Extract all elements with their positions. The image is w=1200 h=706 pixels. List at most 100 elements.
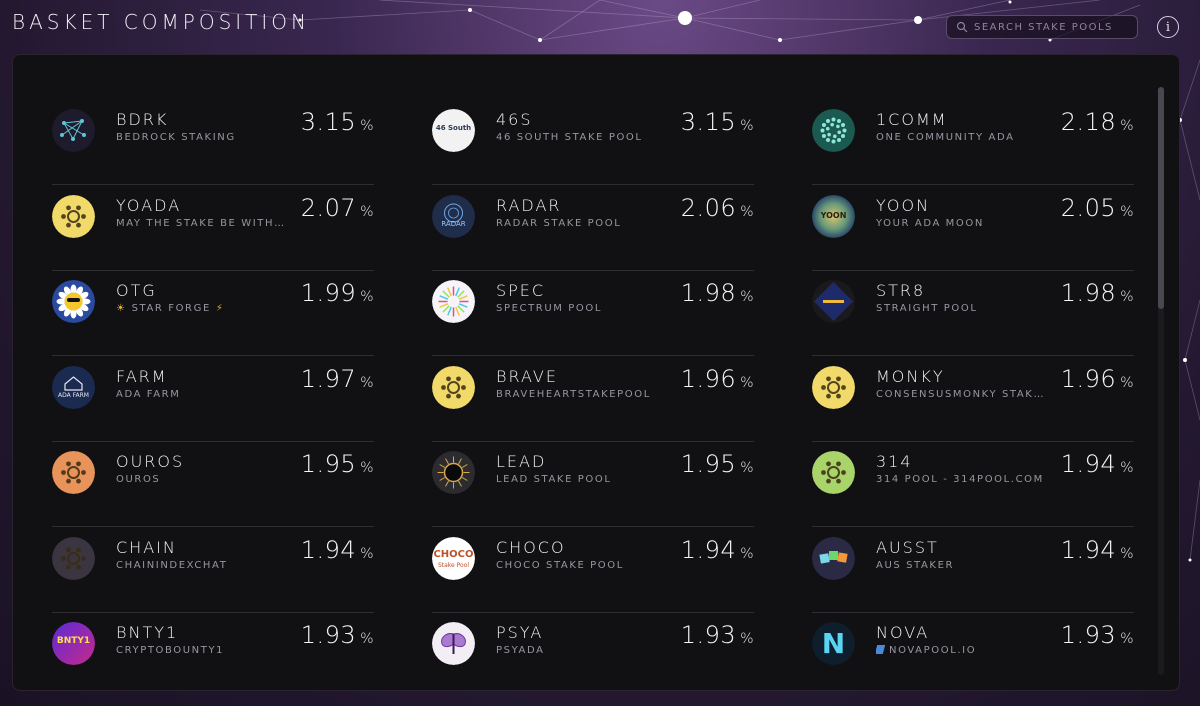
info-button[interactable]: i	[1157, 16, 1179, 38]
choco-logo-subtext: Stake Pool	[437, 561, 470, 569]
pool-card[interactable]: MONKY CONSENSUSMONKY STAKE... 1.96%	[812, 356, 1134, 442]
pool-card[interactable]: ADA FARM FARM ADA FARM 1.97%	[52, 356, 374, 442]
pool-card[interactable]: CHAIN CHAININDEXCHAT 1.94%	[52, 527, 374, 613]
pool-ticker: BRAVE	[496, 366, 558, 386]
row-divider	[432, 355, 754, 356]
percentage-unit: %	[1120, 118, 1134, 134]
cardano-default-icon	[812, 451, 855, 494]
pool-ticker: MONKY	[876, 366, 945, 386]
pool-card[interactable]: AUSST AUS STAKER 1.94%	[812, 527, 1134, 613]
pool-card[interactable]: 1COMM ONE COMMUNITY ADA 2.18%	[812, 99, 1134, 185]
nova-logo-text: N	[821, 627, 846, 660]
flower-logo	[52, 280, 95, 323]
pool-name-text: NOVAPOOL.IO	[889, 645, 977, 656]
pool-name: PSYADA	[496, 645, 545, 656]
row-divider	[812, 184, 1134, 185]
spectrum-logo	[432, 280, 475, 323]
basket-panel: BDRK BEDROCK STAKING 3.15% 46 South 46S 46 S…	[12, 54, 1180, 691]
percentage-unit: %	[740, 203, 754, 220]
pool-percentage: 1.98%	[681, 279, 754, 307]
percentage-unit: %	[740, 118, 754, 134]
pool-card[interactable]: RADAR RADAR RADAR STAKE POOL 2.06%	[432, 185, 754, 271]
percentage-unit: %	[1120, 289, 1134, 305]
percentage-value: 1.93	[1060, 621, 1117, 649]
pool-card[interactable]: SPEC SPECTRUM POOL 1.98%	[432, 270, 754, 356]
search-input[interactable]	[974, 21, 1134, 33]
percentage-value: 1.95	[680, 450, 737, 478]
pool-name: YOUR ADA MOON	[876, 217, 984, 229]
pool-percentage: 2.18%	[1061, 108, 1134, 136]
percentage-unit: %	[360, 203, 374, 220]
pool-percentage: 1.94%	[1061, 450, 1134, 478]
pool-card[interactable]: 46 South 46S 46 SOUTH STAKE POOL 3.15%	[432, 99, 754, 185]
farm-logo-text: ADA FARM	[58, 391, 89, 399]
pool-card[interactable]: LEAD LEAD STAKE POOL 1.95%	[432, 441, 754, 527]
pool-percentage: 1.97%	[301, 365, 374, 393]
pool-percentage: 1.94%	[1061, 536, 1134, 564]
pool-card[interactable]: STR8 STRAIGHT POOL 1.98%	[812, 270, 1134, 356]
choco-logo-text: CHOCO	[433, 548, 474, 560]
pool-ticker: BDRK	[116, 110, 169, 129]
pool-ticker: LEAD	[496, 452, 547, 471]
pool-card[interactable]: BDRK BEDROCK STAKING 3.15%	[52, 99, 374, 185]
percentage-unit: %	[740, 545, 754, 562]
pool-card[interactable]: CHOCO Stake Pool CHOCO CHOCO STAKE POOL 1.9…	[432, 527, 754, 613]
percentage-value: 1.94	[300, 535, 357, 564]
pool-ticker: NOVA	[876, 623, 930, 642]
bolt-icon: ⚡	[215, 303, 225, 314]
percentage-value: 1.94	[1060, 450, 1117, 478]
pool-card[interactable]: OTG ☀ STAR FORGE ⚡ 1.99%	[52, 270, 374, 356]
pool-name: CONSENSUSMONKY STAKE...	[876, 388, 1048, 400]
pool-card[interactable]: BRAVE BRAVEHEARTSTAKEPOOL 1.96%	[432, 356, 754, 442]
percentage-unit: %	[1120, 631, 1134, 647]
pool-ticker: YOON	[876, 195, 931, 215]
row-divider	[52, 184, 374, 185]
cardano-teal-logo	[812, 109, 855, 152]
pool-ticker: 1COMM	[876, 110, 948, 129]
pool-percentage: 3.15%	[301, 108, 374, 136]
cardano-default-icon	[812, 365, 855, 409]
pool-percentage: 1.94%	[301, 536, 374, 564]
pool-name-text: STAR FORGE	[131, 303, 211, 314]
farm-logo: ADA FARM	[52, 365, 95, 409]
pool-card[interactable]: N NOVA NOVAPOOL.IO 1.93%	[812, 612, 1134, 671]
page-title: BASKET COMPOSITION	[12, 10, 310, 34]
pool-card[interactable]: PSYA PSYADA 1.93%	[432, 612, 754, 671]
pool-percentage: 1.93%	[301, 621, 374, 649]
pool-card[interactable]: YOADA MAY THE STAKE BE WITH Y... 2.07%	[52, 185, 374, 271]
pool-name: RADAR STAKE POOL	[496, 217, 622, 229]
percentage-unit: %	[1120, 374, 1134, 391]
percentage-value: 3.15	[300, 108, 357, 136]
percentage-value: 1.96	[680, 364, 737, 393]
pool-ticker: CHAIN	[116, 537, 177, 557]
pool-name: CHAININDEXCHAT	[116, 559, 228, 571]
moth-logo	[432, 622, 475, 665]
pool-percentage: 2.06%	[681, 194, 754, 222]
row-divider	[52, 611, 374, 613]
scrollbar[interactable]	[1158, 87, 1164, 675]
percentage-value: 1.94	[680, 535, 737, 564]
pool-card[interactable]: BNTY1 BNTY1 CRYPTOBOUNTY1 1.93%	[52, 612, 374, 671]
cardano-default-icon	[52, 451, 95, 494]
pool-percentage: 1.94%	[681, 536, 754, 564]
pool-ticker: PSYA	[496, 623, 544, 642]
percentage-unit: %	[360, 631, 374, 647]
row-divider	[812, 611, 1134, 613]
pool-percentage: 1.96%	[681, 365, 754, 393]
scrollbar-thumb[interactable]	[1158, 87, 1164, 309]
percentage-unit: %	[360, 118, 374, 134]
pool-percentage: 1.96%	[1061, 365, 1134, 393]
pool-card[interactable]: 314 314 POOL - 314POOL.COM 1.94%	[812, 441, 1134, 527]
moon-logo: YOON	[812, 194, 855, 238]
lead-chip-logo	[432, 451, 475, 494]
pool-card[interactable]: YOON YOON YOUR ADA MOON 2.05%	[812, 185, 1134, 271]
percentage-unit: %	[740, 289, 754, 305]
percentage-value: 2.07	[300, 193, 357, 222]
pool-card[interactable]: OUROS OUROS 1.95%	[52, 441, 374, 527]
search-icon	[956, 21, 968, 33]
pool-percentage: 1.93%	[1061, 621, 1134, 649]
search-box[interactable]	[946, 15, 1138, 39]
percentage-unit: %	[360, 289, 374, 305]
bounty-logo-text: BNTY1	[56, 636, 91, 646]
percentage-value: 1.94	[1060, 535, 1117, 564]
